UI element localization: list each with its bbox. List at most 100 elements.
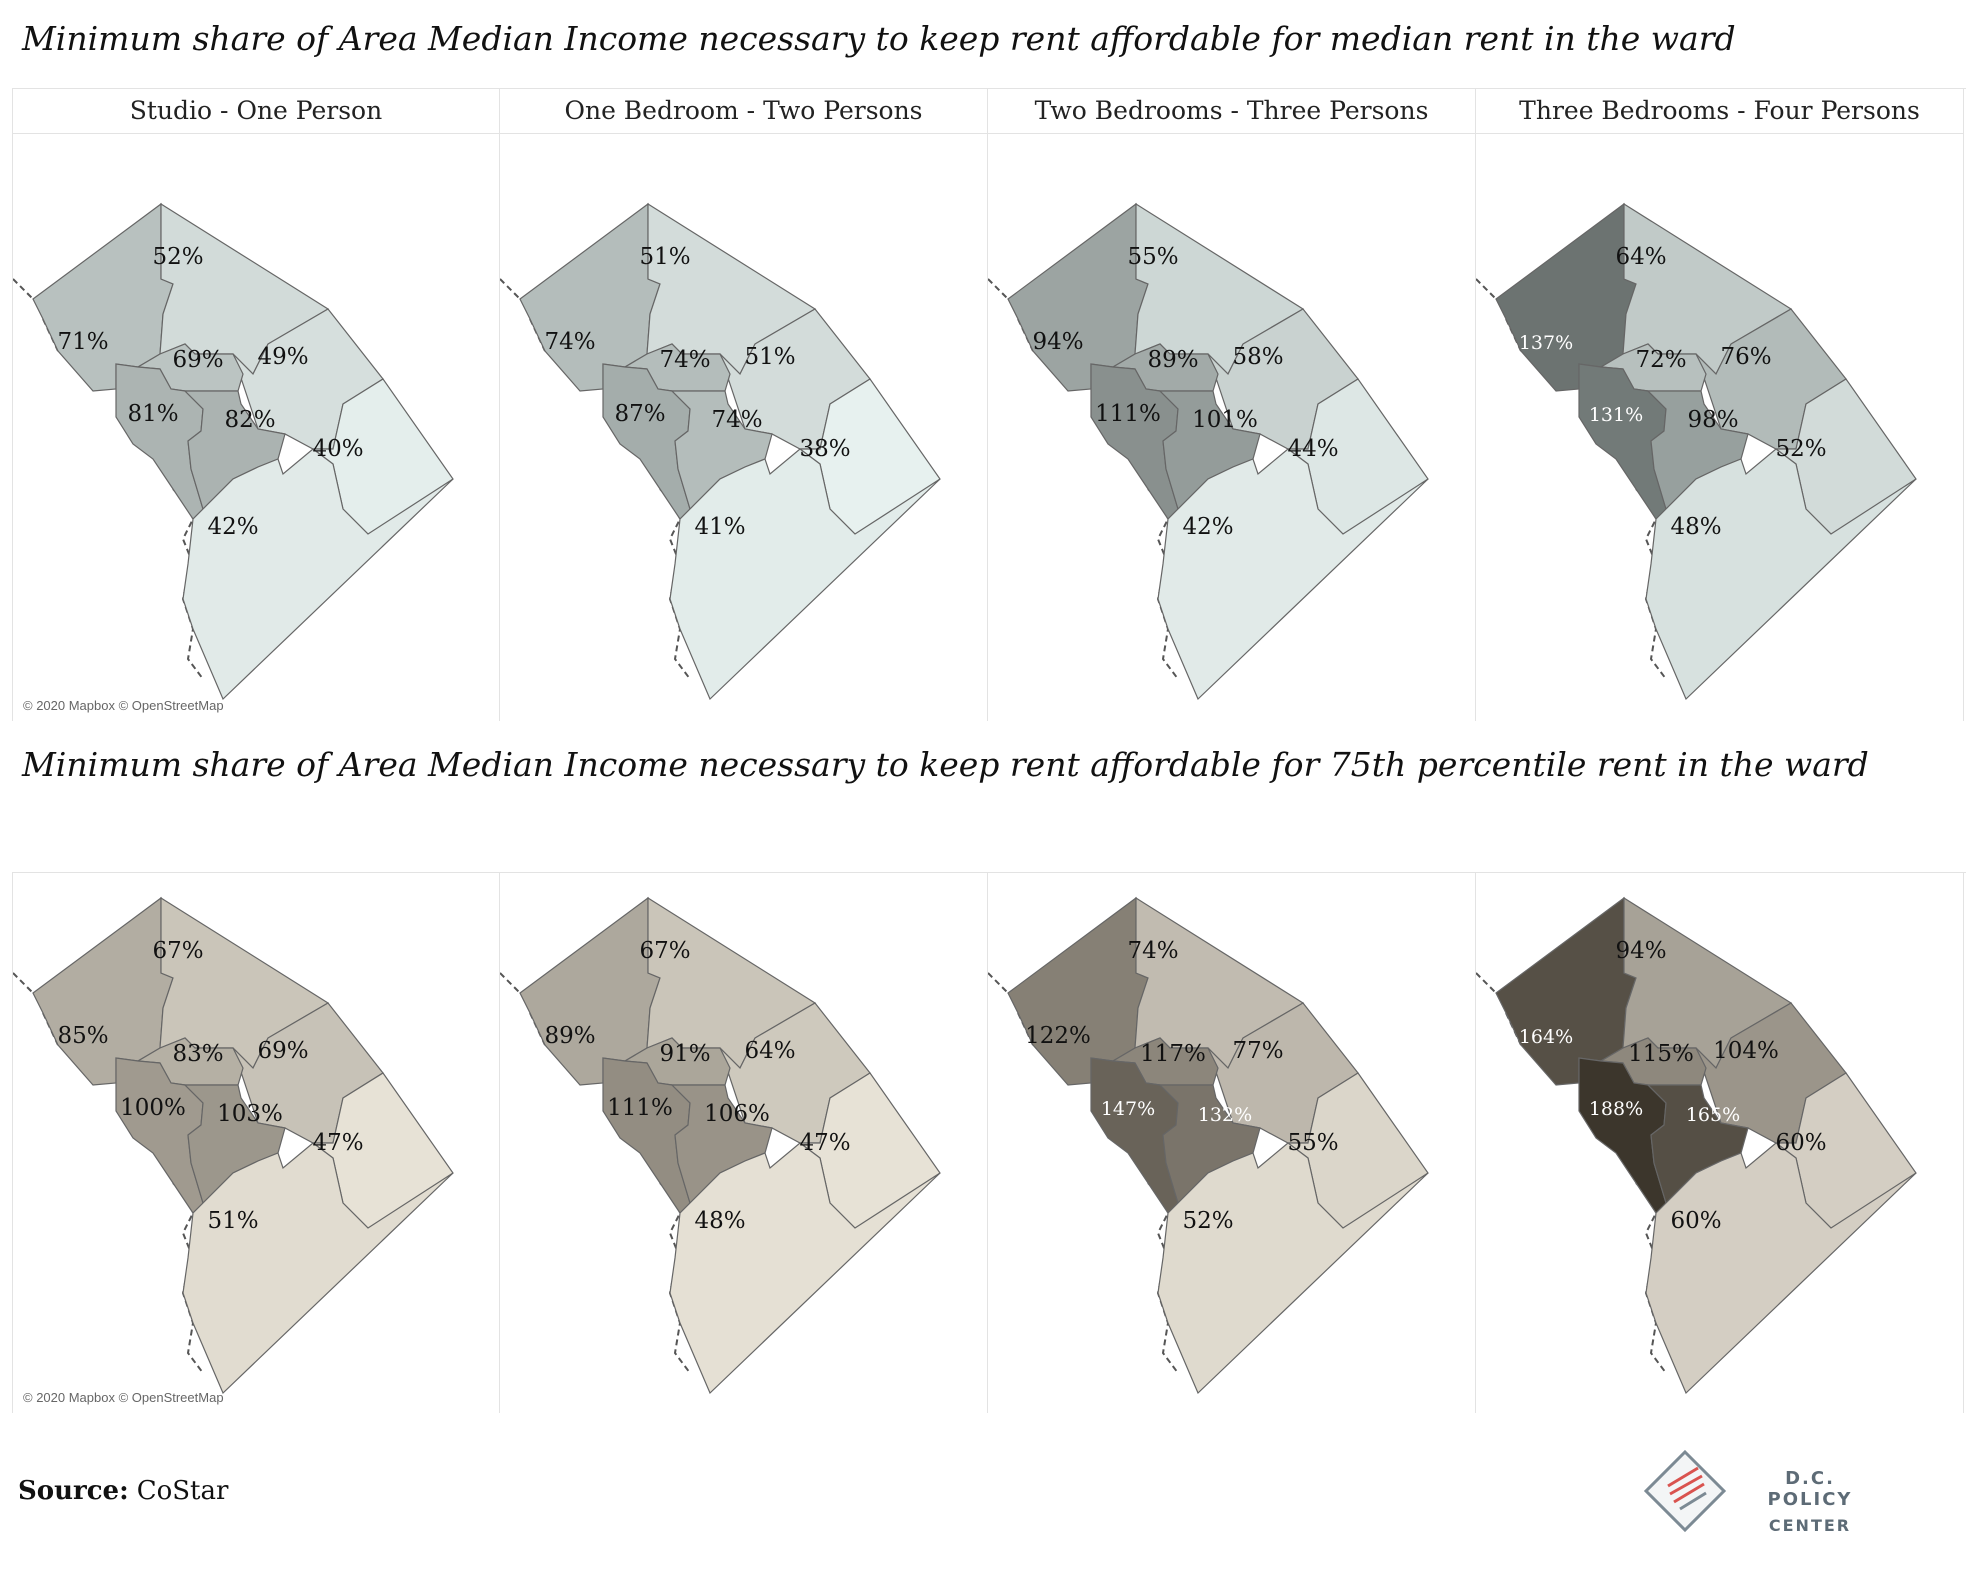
dc-ward-map: 164% 94% 104% 115% 188% 165% 60% 60%	[1476, 853, 1964, 1413]
ward-7-label: 55%	[1287, 1130, 1338, 1156]
ward-6-label: 82%	[224, 407, 275, 433]
ward-8-region	[182, 448, 454, 701]
ward-8-label: 60%	[1670, 1208, 1721, 1234]
ward-5-label: 104%	[1713, 1038, 1779, 1064]
ward-7-label: 38%	[799, 436, 850, 462]
ward-choropleth: 122% 74% 77% 117% 147% 132% 55% 52%	[988, 896, 1429, 1395]
ward-6-label: 74%	[711, 407, 762, 433]
ward-5-label: 51%	[744, 344, 795, 370]
ward-8-region	[1645, 1142, 1917, 1395]
ward-choropleth: 137% 64% 76% 72% 131% 98% 52% 48%	[1476, 202, 1917, 701]
ward-8-region	[182, 1142, 454, 1395]
ward-4-label: 94%	[1615, 938, 1666, 964]
ward-choropleth: 74% 51% 51% 74% 87% 74% 38% 41%	[500, 202, 941, 701]
ward-4-label: 64%	[1615, 244, 1666, 270]
map-attribution: © 2020 Mapbox © OpenStreetMap	[23, 698, 224, 713]
source-value: CoStar	[136, 1476, 229, 1506]
dc-map-logo-icon	[1643, 1449, 1727, 1533]
median-map-panel-2: One Bedroom - Two Persons 74% 51% 51% 74% 87%…	[500, 89, 988, 721]
logo-line1: D.C. POLICY	[1767, 1468, 1853, 1510]
ward-8-label: 51%	[207, 1208, 258, 1234]
dc-ward-map: 89% 67% 64% 91% 111% 106% 47% 48%	[500, 853, 988, 1413]
ward-choropleth: 164% 94% 104% 115% 188% 165% 60% 60%	[1476, 896, 1917, 1395]
dc-ward-map: 137% 64% 76% 72% 131% 98% 52% 48%	[1476, 159, 1964, 719]
ward-5-label: 58%	[1232, 344, 1283, 370]
ward-3-label: 164%	[1519, 1026, 1573, 1048]
panel-header: Three Bedrooms - Four Persons	[1476, 89, 1963, 134]
ward-8-label: 42%	[207, 514, 258, 540]
ward-8-region	[1157, 448, 1429, 701]
title-75th-percentile-rent: Minimum share of Area Median Income nece…	[22, 745, 1869, 784]
ward-8-region	[1645, 448, 1917, 701]
panel-header: Studio - One Person	[13, 89, 499, 134]
p75-map-panel-1: 85% 67% 69% 83% 100% 103% 47% 51% © 2020 Mapbox …	[12, 873, 500, 1413]
ward-4-label: 55%	[1127, 244, 1178, 270]
ward-4-label: 67%	[639, 938, 690, 964]
ward-1-label: 115%	[1628, 1041, 1694, 1067]
ward-8-region	[669, 448, 941, 701]
ward-2-label: 81%	[127, 401, 178, 427]
ward-4-label: 51%	[639, 244, 690, 270]
logo-line2: CENTER	[1768, 1516, 1852, 1535]
ward-5-label: 69%	[257, 1038, 308, 1064]
panel-header: One Bedroom - Two Persons	[500, 89, 987, 134]
dc-ward-map: 122% 74% 77% 117% 147% 132% 55% 52%	[988, 853, 1476, 1413]
dc-ward-map: 74% 51% 51% 74% 87% 74% 38% 41%	[500, 159, 988, 719]
ward-choropleth: 94% 55% 58% 89% 111% 101% 44% 42%	[988, 202, 1429, 701]
ward-5-label: 64%	[744, 1038, 795, 1064]
ward-7-label: 44%	[1287, 436, 1338, 462]
ward-3-label: 71%	[57, 329, 108, 355]
median-rent-row: Studio - One Person 71% 52% 49% 69% 81% 82% 40%…	[12, 88, 1966, 721]
ward-2-label: 87%	[614, 401, 665, 427]
p75-map-panel-4: 164% 94% 104% 115% 188% 165% 60% 60%	[1476, 873, 1964, 1413]
ward-5-label: 49%	[257, 344, 308, 370]
source-label: Source:	[18, 1476, 129, 1506]
dc-ward-map: 71% 52% 49% 69% 81% 82% 40% 42%	[13, 159, 501, 719]
ward-1-label: 69%	[172, 347, 223, 373]
dc-policy-center-logo: D.C. POLICY CENTER	[1640, 1446, 1880, 1536]
ward-7-label: 52%	[1775, 436, 1826, 462]
p75-map-panel-3: 122% 74% 77% 117% 147% 132% 55% 52%	[988, 873, 1476, 1413]
ward-8-label: 48%	[1670, 514, 1721, 540]
ward-6-label: 98%	[1687, 407, 1738, 433]
ward-1-label: 117%	[1140, 1041, 1206, 1067]
ward-1-label: 72%	[1635, 347, 1686, 373]
ward-2-label: 131%	[1589, 404, 1643, 426]
ward-2-label: 111%	[607, 1095, 673, 1121]
median-map-panel-4: Three Bedrooms - Four Persons 137% 64% 76% 7…	[1476, 89, 1964, 721]
ward-2-label: 188%	[1589, 1098, 1643, 1120]
ward-5-label: 76%	[1720, 344, 1771, 370]
ward-3-label: 94%	[1032, 329, 1083, 355]
ward-7-label: 60%	[1775, 1130, 1826, 1156]
ward-8-label: 52%	[1182, 1208, 1233, 1234]
ward-6-label: 132%	[1198, 1104, 1252, 1126]
ward-8-label: 41%	[694, 514, 745, 540]
ward-choropleth: 71% 52% 49% 69% 81% 82% 40% 42%	[13, 202, 454, 701]
dc-ward-map: 85% 67% 69% 83% 100% 103% 47% 51%	[13, 853, 501, 1413]
ward-2-label: 147%	[1101, 1098, 1155, 1120]
ward-2-label: 100%	[120, 1095, 186, 1121]
ward-8-label: 42%	[1182, 514, 1233, 540]
ward-5-label: 77%	[1232, 1038, 1283, 1064]
p75-rent-row: 85% 67% 69% 83% 100% 103% 47% 51% © 2020 Mapbox …	[12, 872, 1966, 1413]
ward-8-region	[669, 1142, 941, 1395]
dc-ward-map: 94% 55% 58% 89% 111% 101% 44% 42%	[988, 159, 1476, 719]
ward-2-label: 111%	[1095, 401, 1161, 427]
ward-8-region	[1157, 1142, 1429, 1395]
ward-4-label: 74%	[1127, 938, 1178, 964]
ward-7-label: 47%	[312, 1130, 363, 1156]
ward-1-label: 91%	[659, 1041, 710, 1067]
ward-7-label: 40%	[312, 436, 363, 462]
ward-1-label: 74%	[659, 347, 710, 373]
median-map-panel-1: Studio - One Person 71% 52% 49% 69% 81% 82% 40%…	[12, 89, 500, 721]
ward-4-label: 52%	[152, 244, 203, 270]
ward-6-label: 165%	[1686, 1104, 1740, 1126]
ward-6-label: 101%	[1192, 407, 1258, 433]
ward-3-label: 122%	[1025, 1023, 1091, 1049]
median-map-panel-3: Two Bedrooms - Three Persons 94% 55% 58% 89%…	[988, 89, 1476, 721]
source-note: Source: CoStar	[18, 1476, 228, 1506]
ward-choropleth: 85% 67% 69% 83% 100% 103% 47% 51%	[13, 896, 454, 1395]
title-median-rent: Minimum share of Area Median Income nece…	[22, 19, 1736, 58]
ward-6-label: 106%	[704, 1101, 770, 1127]
ward-3-label: 137%	[1519, 332, 1573, 354]
